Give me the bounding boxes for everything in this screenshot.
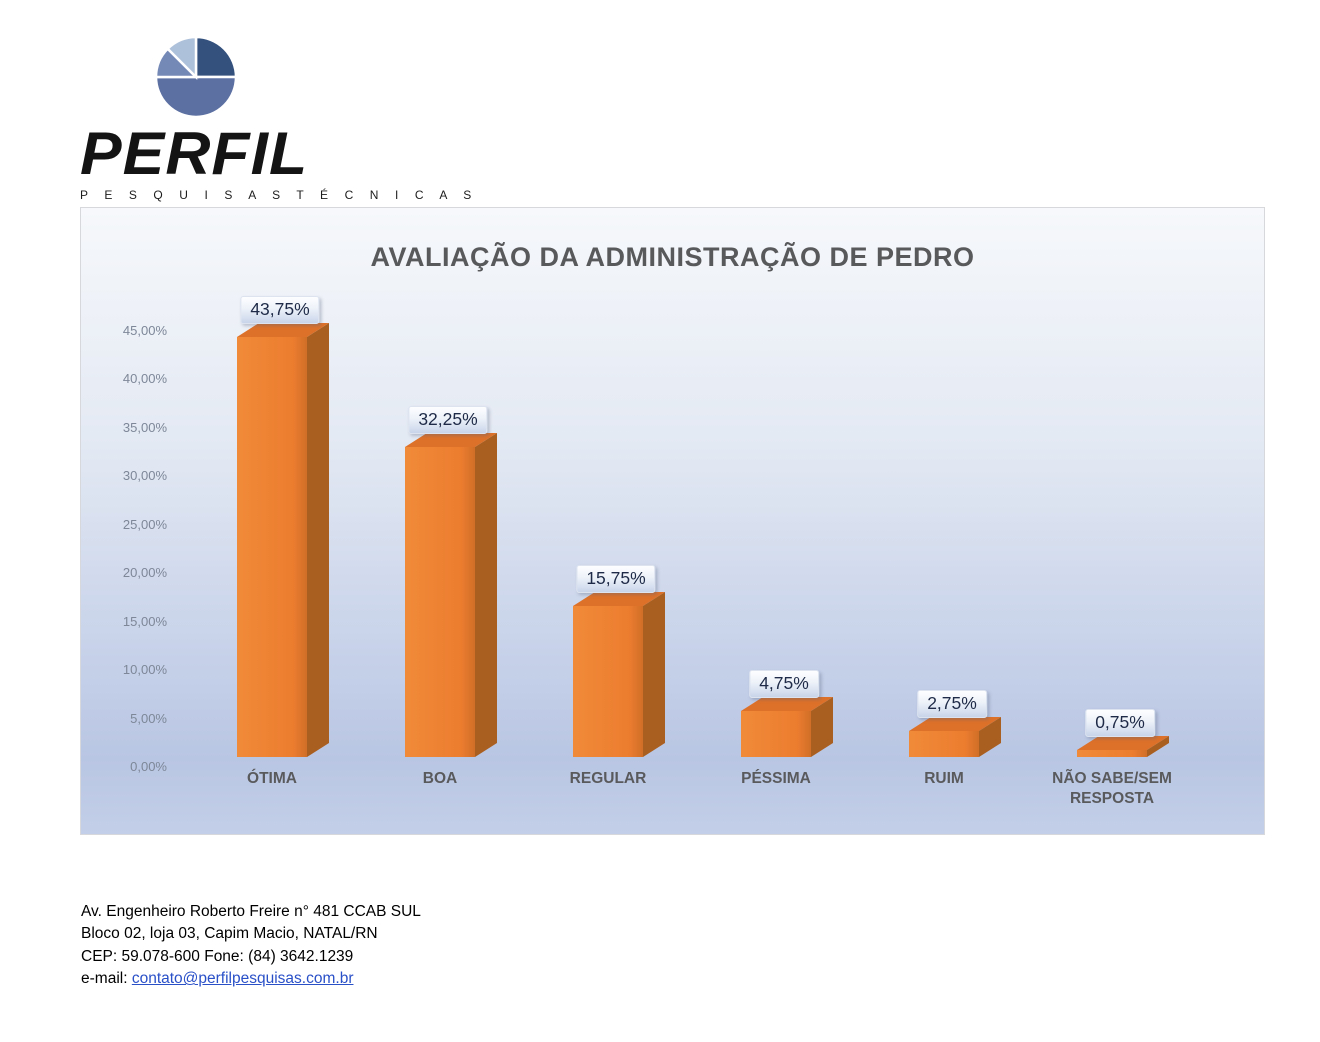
bar-front-face bbox=[237, 337, 307, 757]
bar-group-boa: 32,25% BOA bbox=[367, 208, 535, 787]
footer-address: Av. Engenheiro Roberto Freire n° 481 CCA… bbox=[81, 901, 421, 991]
brand-tagline: P E S Q U I S A S T É C N I C A S bbox=[80, 188, 478, 202]
bar-front-face bbox=[741, 711, 811, 757]
y-axis-tick: 35,00% bbox=[122, 419, 167, 435]
bar-group-ruim: 2,75% RUIM bbox=[871, 208, 1039, 787]
bar-chart: AVALIAÇÃO DA ADMINISTRAÇÃO DE PEDRO 45,0… bbox=[80, 207, 1265, 835]
address-line-1: Av. Engenheiro Roberto Freire n° 481 CCA… bbox=[81, 903, 421, 920]
y-axis-tick: 45,00% bbox=[122, 323, 167, 338]
bar-group-pessima: 4,75% PÉSSIMA bbox=[703, 208, 871, 787]
y-axis-tick: 0,00% bbox=[130, 759, 167, 775]
bar-side-face bbox=[643, 591, 665, 757]
email-label: e-mail: bbox=[81, 970, 132, 988]
bar-front-face bbox=[909, 731, 979, 757]
y-axis-tick: 30,00% bbox=[122, 468, 167, 484]
brand-name: PERFIL bbox=[80, 120, 309, 187]
y-axis-tick: 25,00% bbox=[122, 516, 167, 532]
bar-value-label: 4,75% bbox=[749, 670, 819, 698]
perfil-logo: PERFIL P E S Q U I S A S T É C N I C A S bbox=[80, 34, 478, 202]
chart-title: AVALIAÇÃO DA ADMINISTRAÇÃO DE PEDRO bbox=[370, 242, 975, 272]
category-label: PÉSSIMA bbox=[741, 770, 811, 787]
bar-value-label: 15,75% bbox=[576, 565, 656, 593]
category-label: ÓTIMA bbox=[247, 770, 297, 787]
bar-side-face bbox=[307, 322, 329, 757]
bar-side-face bbox=[475, 432, 497, 757]
bar-value-label: 0,75% bbox=[1085, 709, 1155, 737]
pie-chart-icon bbox=[154, 35, 238, 119]
plot-area: 43,75% ÓTIMA 32,25% BOA 15,75% bbox=[199, 208, 1207, 807]
bar-value-label: 43,75% bbox=[240, 296, 320, 324]
bar-value-label: 32,25% bbox=[408, 406, 488, 434]
y-axis-tick: 20,00% bbox=[122, 565, 167, 581]
bar-group-nao-sabe: 0,75% NÃO SABE/SEM RESPOSTA bbox=[1039, 208, 1207, 807]
category-label: REGULAR bbox=[569, 770, 647, 787]
email-line: e-mail: contato@perfilpesquisas.com.br bbox=[81, 968, 421, 990]
y-axis-tick: 40,00% bbox=[122, 371, 167, 387]
bar-front-face bbox=[573, 606, 643, 757]
bar-value-label: 2,75% bbox=[917, 690, 987, 718]
y-axis-tick: 10,00% bbox=[122, 662, 167, 678]
y-axis-tick: 15,00% bbox=[122, 613, 167, 629]
email-link[interactable]: contato@perfilpesquisas.com.br bbox=[131, 970, 354, 988]
address-line-2: Bloco 02, loja 03, Capim Macio, NATAL/RN bbox=[81, 925, 378, 943]
bar-group-regular: 15,75% REGULAR bbox=[535, 208, 703, 787]
bar-front-face bbox=[1077, 750, 1147, 757]
category-label: RUIM bbox=[924, 770, 964, 787]
y-axis-tick: 5,00% bbox=[130, 710, 167, 726]
category-label: NÃO SABE/SEM RESPOSTA bbox=[1052, 770, 1172, 807]
bar-group-otima: 43,75% ÓTIMA bbox=[199, 208, 367, 787]
bar-front-face bbox=[405, 447, 475, 757]
category-label: BOA bbox=[422, 770, 458, 787]
address-line-3: CEP: 59.078-600 Fone: (84) 3642.1239 bbox=[81, 947, 354, 965]
